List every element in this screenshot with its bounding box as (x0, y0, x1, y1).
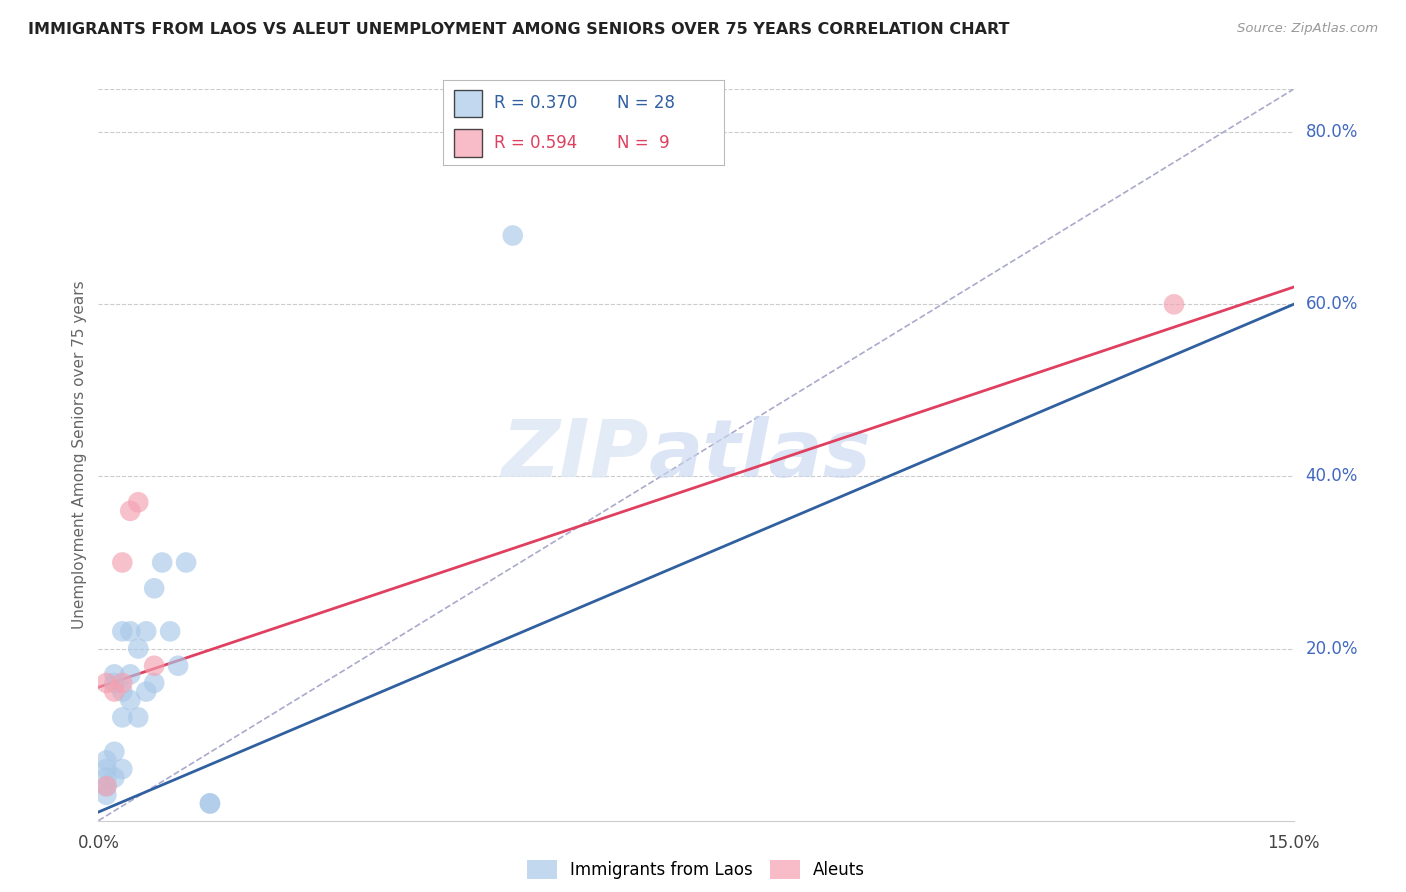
Text: ZIP: ZIP (501, 416, 648, 494)
Text: N = 28: N = 28 (617, 95, 675, 112)
Legend: Immigrants from Laos, Aleuts: Immigrants from Laos, Aleuts (520, 853, 872, 886)
Text: 80.0%: 80.0% (1305, 123, 1358, 141)
Text: 20.0%: 20.0% (1305, 640, 1358, 657)
Point (1163, 297, 1185, 311)
Point (103, 745, 125, 759)
Point (502, 228, 524, 243)
Point (111, 624, 134, 639)
Point (198, 797, 221, 811)
Point (120, 693, 142, 707)
Point (96, 676, 118, 690)
Point (127, 710, 149, 724)
Text: 60.0%: 60.0% (1305, 295, 1358, 313)
Point (96, 753, 118, 767)
Point (96, 788, 118, 802)
Point (143, 658, 166, 673)
FancyBboxPatch shape (454, 129, 482, 157)
Point (167, 658, 190, 673)
Point (120, 624, 142, 639)
Point (96, 779, 118, 793)
Point (111, 556, 134, 570)
Point (103, 771, 125, 785)
Point (103, 684, 125, 698)
Point (96, 771, 118, 785)
Point (143, 676, 166, 690)
Y-axis label: Unemployment Among Seniors over 75 years: Unemployment Among Seniors over 75 years (72, 281, 87, 629)
Point (159, 624, 181, 639)
Point (103, 667, 125, 681)
Point (103, 676, 125, 690)
Point (111, 762, 134, 776)
Point (143, 582, 166, 596)
Point (135, 624, 157, 639)
Point (96, 762, 118, 776)
Text: R = 0.594: R = 0.594 (494, 134, 576, 152)
Point (127, 495, 149, 509)
Text: Source: ZipAtlas.com: Source: ZipAtlas.com (1237, 22, 1378, 36)
Point (111, 676, 134, 690)
Point (127, 641, 149, 656)
Point (135, 684, 157, 698)
Point (111, 684, 134, 698)
FancyBboxPatch shape (454, 89, 482, 117)
Text: IMMIGRANTS FROM LAOS VS ALEUT UNEMPLOYMENT AMONG SENIORS OVER 75 YEARS CORRELATI: IMMIGRANTS FROM LAOS VS ALEUT UNEMPLOYME… (28, 22, 1010, 37)
Text: 40.0%: 40.0% (1305, 467, 1358, 485)
Point (150, 556, 173, 570)
Point (174, 556, 197, 570)
Point (198, 797, 221, 811)
Text: N =  9: N = 9 (617, 134, 669, 152)
Text: R = 0.370: R = 0.370 (494, 95, 576, 112)
Point (120, 504, 142, 518)
Point (120, 667, 142, 681)
Point (111, 710, 134, 724)
Point (96, 779, 118, 793)
Text: atlas: atlas (648, 416, 870, 494)
